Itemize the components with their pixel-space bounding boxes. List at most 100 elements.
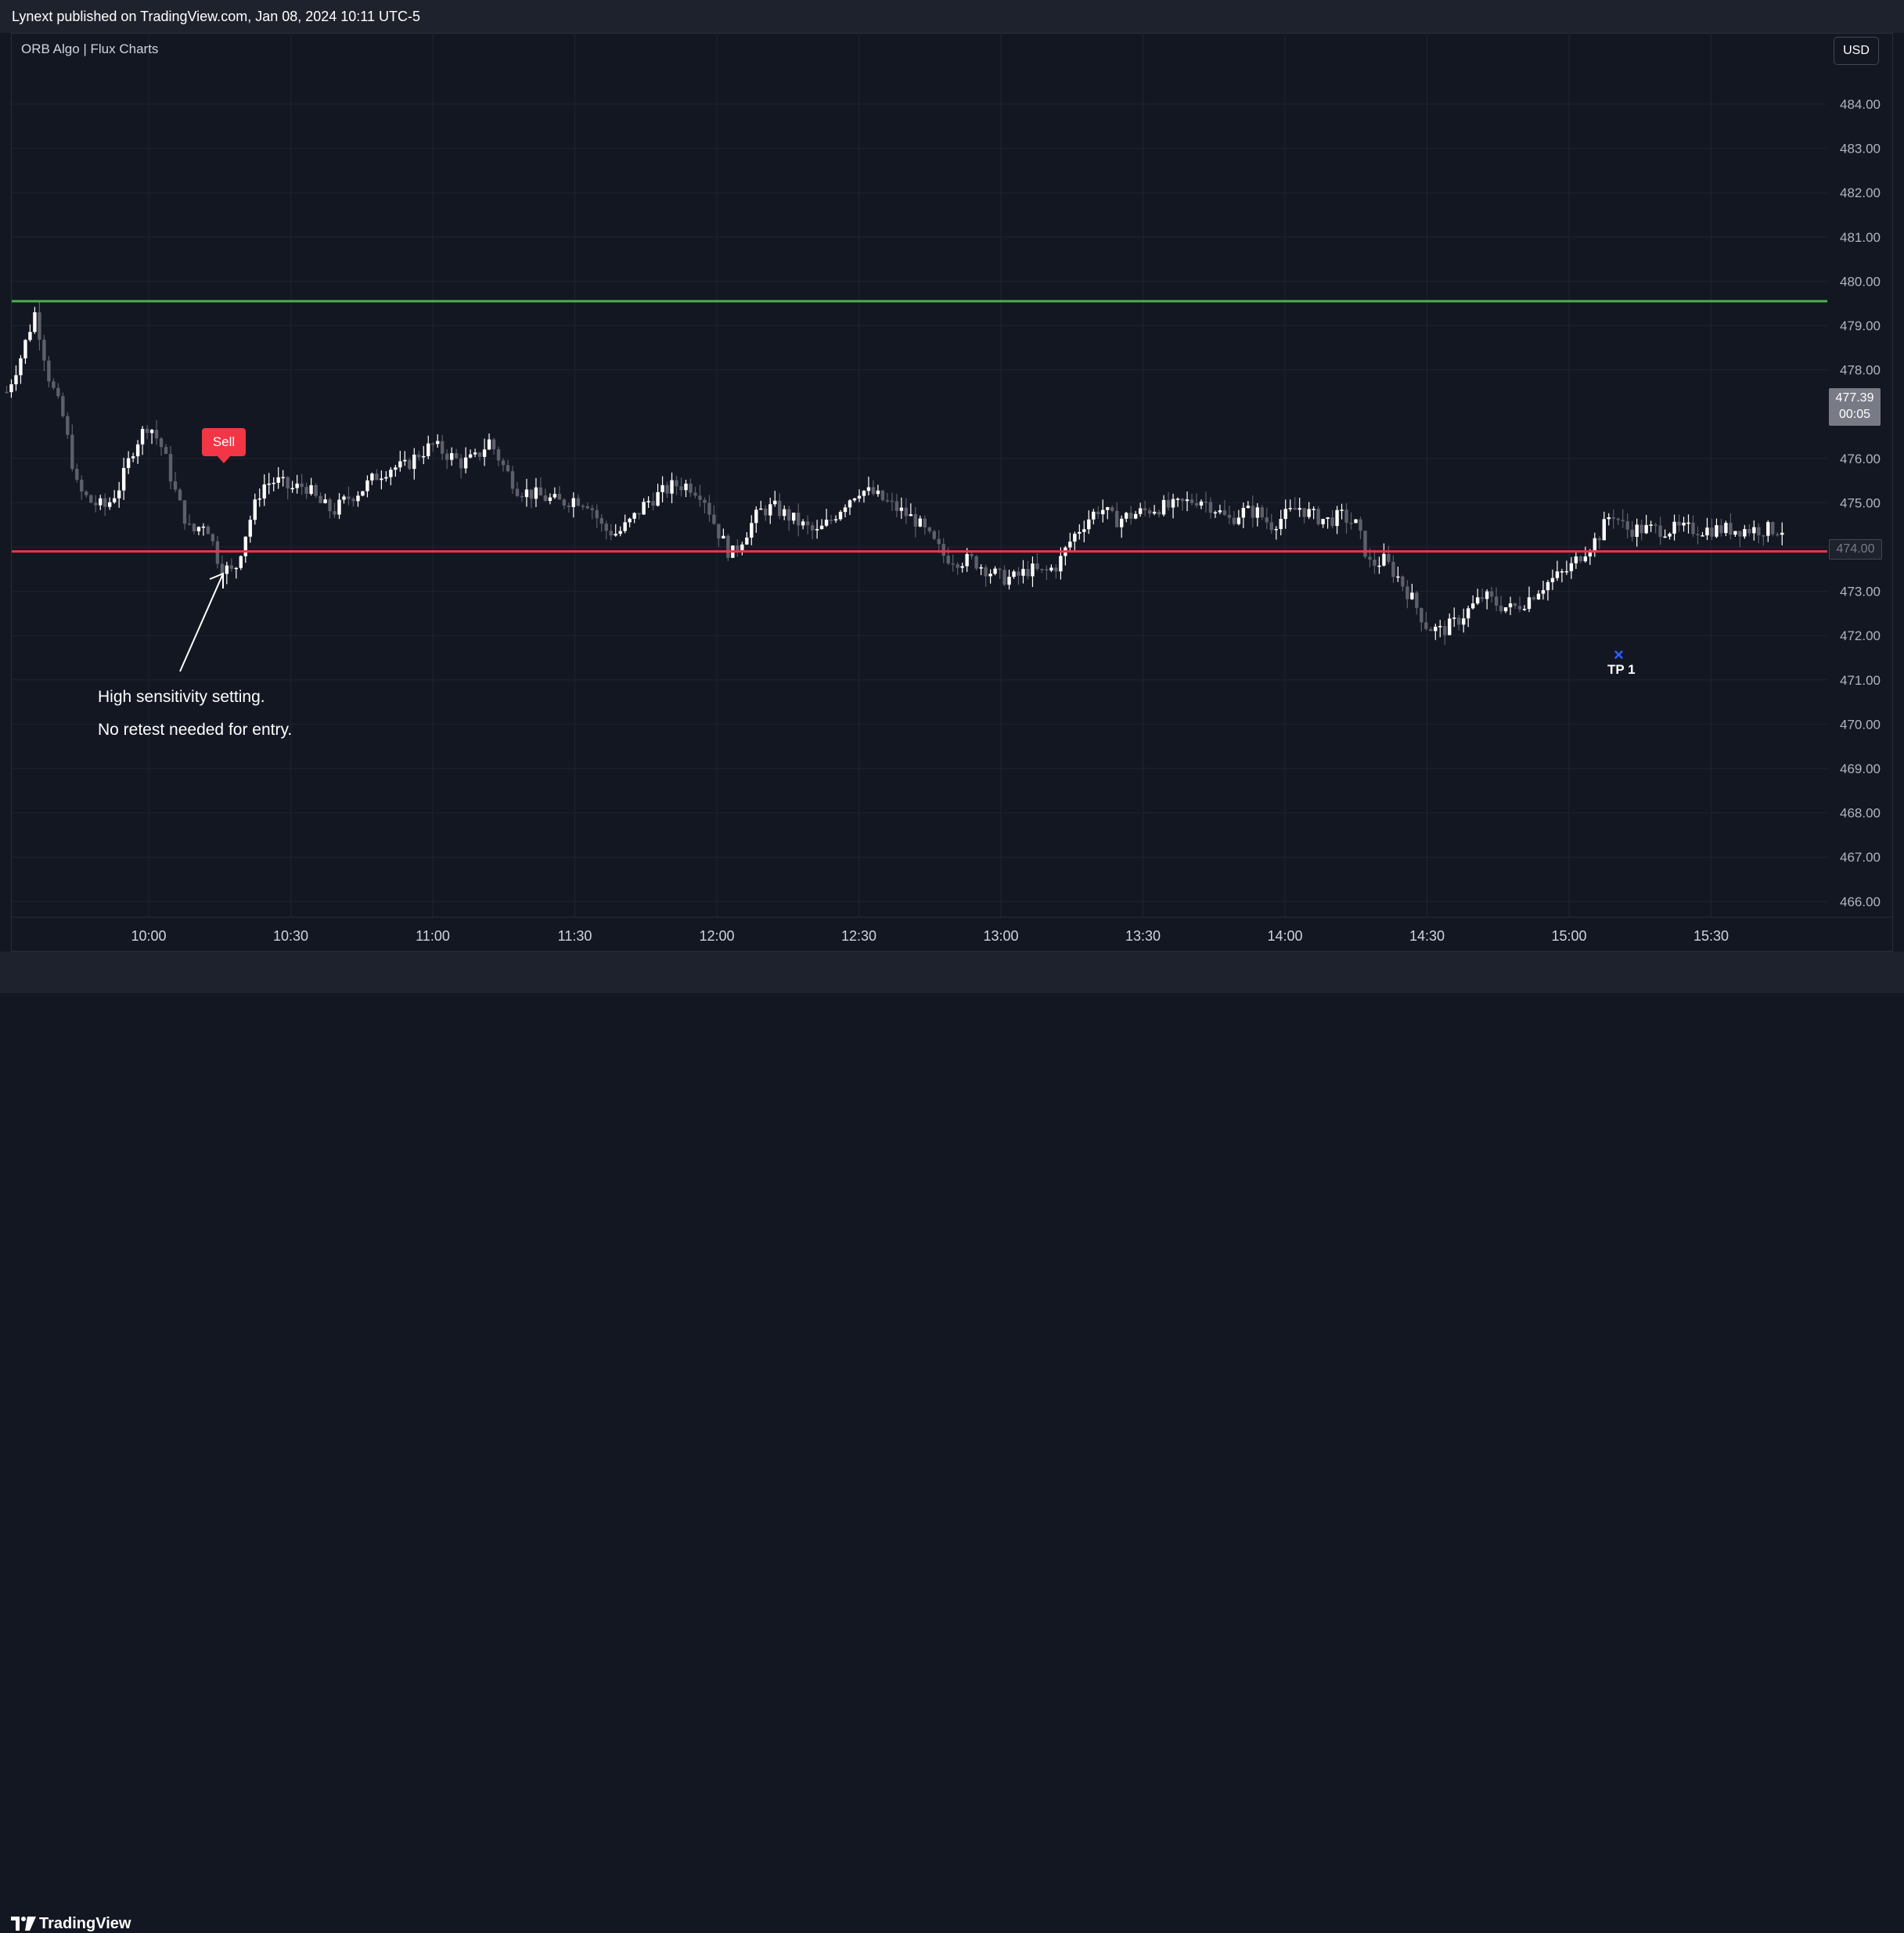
candle-body	[304, 487, 308, 495]
candle-body	[103, 498, 107, 507]
price-tick-label: 480.00	[1840, 274, 1881, 289]
candle-body	[121, 467, 126, 491]
candle-body	[1147, 510, 1152, 514]
candle-body	[1485, 591, 1489, 599]
candle-body	[880, 490, 885, 501]
price-axis: 484.00 483.00 482.00 481.00 480.00 479.00 478.…	[1840, 97, 1881, 909]
candle-body	[722, 535, 725, 539]
candle-body	[1611, 517, 1615, 519]
candle-body	[239, 556, 243, 568]
price-tick-label: 484.00	[1840, 97, 1881, 112]
candle-body	[135, 444, 140, 457]
candle-body	[248, 520, 252, 537]
candle-body	[585, 506, 589, 509]
candle-body	[1658, 525, 1662, 537]
price-tick-label: 473.00	[1840, 585, 1881, 599]
current-price-value: 477.39	[1835, 391, 1874, 405]
price-tick-label: 476.00	[1840, 452, 1881, 466]
tradingview-logo-icon	[11, 1917, 36, 1931]
candle-body	[1120, 518, 1124, 527]
candle-body	[675, 480, 678, 487]
candle-body	[38, 312, 41, 340]
candle-body	[56, 387, 60, 397]
candle-body	[107, 502, 112, 507]
candle-body	[1049, 567, 1053, 571]
candle-body	[1546, 581, 1550, 591]
candle-body	[1574, 556, 1578, 563]
candle-body	[1166, 499, 1171, 508]
candle-body	[1035, 563, 1039, 569]
candle-body	[1293, 508, 1297, 510]
candle-body	[848, 500, 852, 508]
candle-body	[454, 453, 459, 459]
candle-body	[1087, 519, 1091, 530]
candle-body	[1415, 592, 1419, 608]
time-tick-label: 12:30	[841, 928, 876, 944]
candle-body	[1644, 524, 1648, 534]
candle-body	[984, 567, 988, 577]
candle-body	[548, 497, 552, 502]
candle-body	[463, 457, 468, 469]
candle-body	[47, 360, 51, 382]
candle-body	[1508, 603, 1513, 607]
candle-body	[300, 483, 304, 488]
candle-body	[810, 525, 815, 531]
candle-body	[1040, 568, 1044, 571]
candle-body	[1128, 513, 1133, 519]
candle-body	[1429, 628, 1433, 632]
candle-body	[1705, 527, 1709, 536]
candle-body	[1171, 499, 1175, 508]
candle-body	[778, 500, 782, 517]
candle-body	[323, 499, 327, 503]
candle-body	[1583, 556, 1588, 562]
footer-bar: TradingView	[0, 952, 1904, 1932]
candle-body	[960, 566, 964, 568]
candle-body	[436, 441, 440, 445]
candle-body	[1588, 551, 1593, 557]
candle-body	[14, 375, 18, 385]
candle-body	[1227, 514, 1232, 518]
price-tick-label: 483.00	[1840, 142, 1881, 157]
candle-body	[257, 498, 261, 500]
candle-body	[1204, 501, 1208, 503]
candle-body	[1448, 618, 1452, 635]
candle-body	[871, 487, 876, 495]
chart-pane[interactable]	[11, 33, 1893, 952]
sell-signal-badge: Sell	[202, 428, 246, 456]
candle-body	[1082, 529, 1086, 532]
candle-body	[159, 438, 164, 448]
candle-body	[1265, 517, 1269, 523]
candle-body	[628, 518, 632, 523]
candle-body	[1466, 608, 1470, 619]
candle-body	[75, 469, 79, 481]
candle-body	[899, 507, 904, 511]
candle-body	[1499, 605, 1503, 612]
price-tick-label: 479.00	[1840, 319, 1881, 333]
currency-button[interactable]: USD	[1834, 37, 1879, 65]
candle-body	[149, 430, 154, 434]
candle-body	[796, 513, 801, 526]
candle-body	[970, 554, 974, 556]
candle-body	[1602, 519, 1606, 541]
candle-body	[1241, 508, 1246, 518]
candle-body	[506, 465, 510, 472]
price-chart[interactable]: 484.00 483.00 482.00 481.00 480.00 479.00 478.…	[0, 0, 1904, 952]
candle-body	[1406, 586, 1409, 599]
candle-body	[19, 358, 23, 376]
candle-body	[562, 499, 567, 506]
candle-body	[1002, 570, 1006, 585]
candle-body	[154, 430, 159, 439]
candle-body	[112, 498, 117, 502]
candle-body	[1630, 529, 1634, 537]
candle-body	[736, 545, 740, 550]
candle-body	[768, 504, 772, 516]
candle-body	[1616, 518, 1620, 520]
candle-body	[361, 491, 365, 496]
candle-body	[1724, 523, 1728, 534]
indicator-legend[interactable]: ORB Algo | Flux Charts	[21, 41, 159, 56]
candle-body	[1283, 509, 1287, 520]
price-tick-label: 468.00	[1840, 806, 1881, 821]
candle-body	[61, 396, 65, 416]
candle-body	[487, 439, 491, 450]
candle-body	[510, 471, 515, 489]
